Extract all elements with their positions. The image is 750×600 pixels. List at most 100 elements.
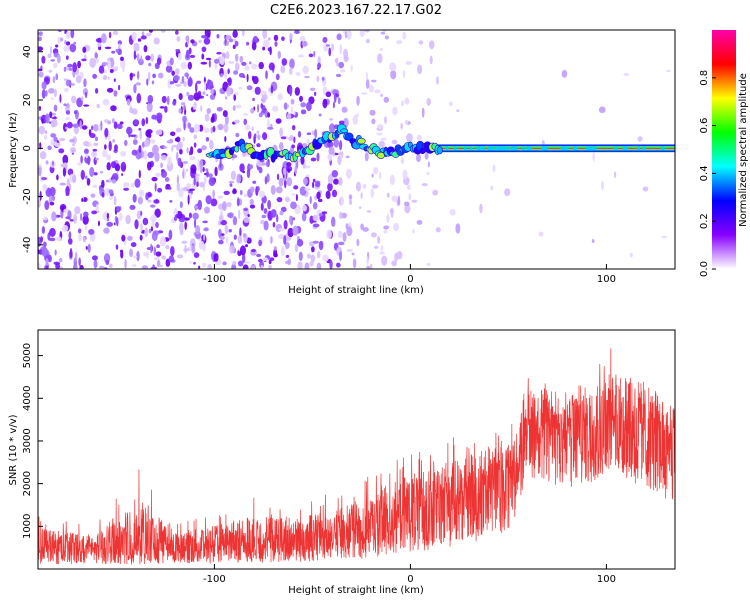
track-blob bbox=[477, 146, 481, 151]
heatmap-speckle bbox=[160, 170, 168, 178]
heatmap-speckle bbox=[41, 226, 46, 234]
heatmap-speckle bbox=[223, 122, 229, 133]
heatmap-speckle bbox=[107, 76, 110, 80]
heatmap-speckle bbox=[113, 121, 118, 129]
heatmap-speckle bbox=[175, 30, 179, 35]
heatmap-speckle bbox=[299, 186, 307, 196]
heatmap-speckle bbox=[126, 126, 133, 135]
heatmap-speckle bbox=[199, 158, 204, 170]
heatmap-speckle bbox=[147, 191, 152, 198]
heatmap-speckle bbox=[67, 63, 73, 68]
heatmap-speckle bbox=[59, 93, 62, 103]
heatmap-speckle bbox=[305, 174, 310, 178]
heatmap-marks bbox=[38, 30, 675, 269]
heatmap-speckle bbox=[386, 213, 390, 223]
heatmap-speckle bbox=[84, 54, 87, 60]
heatmap-speckle bbox=[97, 220, 101, 227]
heatmap-speckle bbox=[236, 173, 242, 184]
heatmap-speckle bbox=[541, 140, 545, 146]
heatmap-speckle bbox=[304, 75, 310, 79]
heatmap-speckle bbox=[282, 177, 287, 181]
heatmap-speckle bbox=[227, 77, 232, 86]
heatmap-speckle bbox=[310, 157, 317, 162]
heatmap-speckle bbox=[400, 157, 405, 164]
heatmap-speckle bbox=[141, 118, 146, 127]
heatmap-speckle bbox=[384, 35, 390, 40]
heatmap-speckle bbox=[115, 206, 121, 213]
heatmap-speckle bbox=[130, 242, 137, 248]
heatmap-speckle bbox=[592, 152, 595, 162]
heatmap-speckle bbox=[89, 57, 96, 68]
heatmap-speckle bbox=[63, 103, 67, 107]
heatmap-speckle bbox=[279, 127, 283, 138]
heatmap-speckle bbox=[258, 112, 263, 118]
heatmap-speckle bbox=[364, 152, 369, 162]
heatmap-speckle bbox=[283, 219, 288, 230]
heatmap-speckle bbox=[245, 124, 251, 131]
heatmap-speckle bbox=[131, 264, 137, 267]
heatmap-speckle bbox=[50, 133, 57, 138]
heatmap-speckle bbox=[106, 221, 114, 227]
heatmap-speckle bbox=[218, 239, 224, 245]
heatmap-speckle bbox=[102, 149, 108, 158]
heatmap-speckle bbox=[80, 169, 85, 180]
heatmap-speckle bbox=[300, 102, 307, 108]
heatmap-speckle bbox=[256, 186, 260, 192]
heatmap-speckle bbox=[222, 110, 228, 118]
heatmap-speckle bbox=[108, 178, 112, 183]
heatmap-speckle bbox=[202, 167, 205, 173]
heatmap-speckle bbox=[150, 204, 156, 208]
heatmap-speckle bbox=[223, 69, 228, 79]
heatmap-speckle bbox=[74, 206, 81, 215]
heatmap-speckle bbox=[47, 53, 52, 58]
heatmap-speckle bbox=[150, 53, 155, 62]
heatmap-speckle bbox=[39, 190, 42, 201]
heatmap-speckle bbox=[403, 201, 410, 207]
heatmap-speckle bbox=[133, 50, 137, 60]
heatmap-speckle bbox=[183, 217, 190, 221]
heatmap-speckle bbox=[204, 113, 210, 122]
heatmap-speckle bbox=[181, 240, 188, 244]
heatmap-speckle bbox=[124, 258, 127, 269]
heatmap-speckle bbox=[143, 139, 150, 148]
track-blob bbox=[592, 146, 596, 151]
heatmap-speckle bbox=[150, 214, 157, 222]
heatmap-speckle bbox=[276, 197, 283, 203]
heatmap-speckle bbox=[218, 228, 222, 238]
heatmap-speckle bbox=[161, 95, 167, 104]
heatmap-speckle bbox=[229, 183, 233, 187]
heatmap-speckle bbox=[121, 234, 126, 242]
heatmap-speckle bbox=[161, 255, 167, 260]
heatmap-speckle bbox=[365, 78, 370, 90]
heatmap-speckle bbox=[415, 153, 421, 163]
heatmap-speckle bbox=[362, 183, 367, 189]
heatmap-speckle bbox=[297, 261, 303, 269]
heatmap-speckle bbox=[360, 192, 363, 199]
heatmap-speckle bbox=[167, 78, 172, 89]
heatmap-speckle bbox=[377, 53, 383, 64]
heatmap-speckle bbox=[169, 81, 175, 85]
heatmap-speckle bbox=[326, 229, 332, 239]
heatmap-speckle bbox=[285, 135, 289, 140]
heatmap-speckle bbox=[96, 103, 100, 109]
heatmap-speckle bbox=[183, 161, 189, 164]
heatmap-speckle bbox=[383, 96, 390, 103]
heatmap-speckle bbox=[80, 212, 83, 222]
heatmap-speckle bbox=[257, 134, 261, 141]
snr-plot-area bbox=[38, 348, 675, 565]
heatmap-speckle bbox=[189, 260, 192, 264]
heatmap-speckle bbox=[176, 254, 184, 259]
heatmap-speckle bbox=[238, 209, 241, 220]
heatmap-speckle bbox=[133, 42, 140, 52]
heatmap-speckle bbox=[84, 148, 89, 155]
heatmap-speckle bbox=[272, 105, 279, 112]
heatmap-speckle bbox=[598, 106, 606, 114]
heatmap-speckle bbox=[233, 93, 237, 101]
heatmap-speckle bbox=[294, 30, 300, 35]
heatmap-speckle bbox=[316, 152, 320, 162]
heatmap-speckle bbox=[159, 106, 165, 109]
heatmap-speckle bbox=[293, 110, 296, 116]
heatmap-speckle bbox=[339, 44, 343, 55]
heatmap-speckle bbox=[304, 187, 311, 192]
heatmap-speckle bbox=[306, 138, 310, 146]
